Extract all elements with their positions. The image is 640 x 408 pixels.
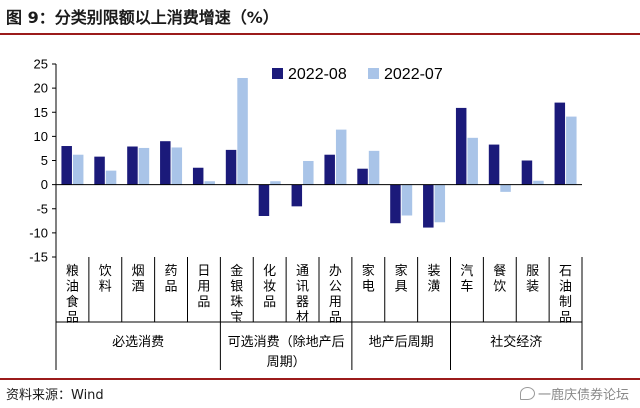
group-label-cont: 周期）: [267, 355, 306, 370]
bar-s2-14: [533, 180, 544, 185]
bar-s2-8: [335, 129, 347, 185]
bar-s1-11: [423, 184, 434, 228]
category-label: 饮料: [99, 264, 112, 295]
watermark-text: 一鹿庆债券论坛: [538, 388, 630, 403]
category-label: 家电: [362, 263, 375, 295]
bar-s2-5: [237, 77, 248, 185]
bar-s1-8: [324, 154, 335, 185]
category-label: 办公用品: [329, 264, 342, 326]
bar-s2-9: [368, 150, 380, 185]
bar-s1-10: [390, 184, 401, 224]
watermark: 一鹿庆债券论坛: [520, 384, 629, 403]
bar-s2-2: [138, 147, 150, 185]
bar-s2-10: [401, 184, 413, 216]
chat-bubble-icon: [520, 387, 535, 400]
category-label: 粮油食品: [66, 264, 79, 326]
category-label: 家具: [395, 263, 408, 295]
axes-layer: 25 20 15 10 5 0 -5 -10 -15: [29, 57, 583, 370]
bar-s1-3: [160, 141, 171, 185]
bar-s1-2: [127, 146, 138, 185]
bar-s1-0: [61, 146, 72, 185]
bar-s2-4: [204, 181, 215, 185]
footer-rule: [0, 378, 640, 380]
category-label: 石油制品: [559, 264, 572, 326]
y-tick-label: -5: [36, 201, 48, 216]
bar-s1-1: [94, 156, 105, 185]
group-label: 可选消费（除地产后: [228, 335, 345, 350]
category-label: 装潢: [428, 264, 441, 295]
legend-swatch-1: [272, 68, 283, 79]
y-tick-label: 15: [34, 105, 48, 120]
bar-s2-0: [72, 154, 84, 185]
chart-title: 图 9：分类别限额以上消费增速（%）: [6, 8, 279, 27]
bar-s1-13: [488, 144, 500, 185]
category-label: 餐饮: [493, 263, 506, 295]
bar-s2-6: [270, 181, 281, 185]
y-tick-label: 0: [41, 177, 48, 192]
y-tick-label: -15: [29, 250, 48, 265]
group-label: 必选消费: [112, 335, 164, 350]
category-label: 汽车: [460, 264, 473, 295]
y-tick-label: 20: [34, 81, 48, 96]
bar-s2-13: [500, 184, 511, 192]
category-label: 金银珠宝: [230, 263, 243, 326]
legend-label-2: 2022-07: [384, 66, 443, 83]
category-label: 药品: [165, 264, 178, 295]
bar-s2-15: [566, 116, 577, 185]
y-tick-label: 25: [34, 57, 48, 72]
bar-s1-6: [258, 184, 270, 216]
bar-s2-12: [467, 137, 478, 185]
y-tick-label: -10: [29, 225, 48, 240]
category-label: 通讯器材: [296, 264, 309, 326]
source-note: 资料来源：Wind: [6, 388, 104, 403]
legend-swatch-2: [368, 68, 379, 79]
legend: 2022-08 2022-07: [272, 66, 443, 83]
bar-s1-14: [521, 160, 533, 185]
y-tick-label: 10: [34, 129, 48, 144]
group-label: 社交经济: [490, 334, 542, 350]
category-label: 服装: [526, 264, 539, 295]
category-label: 烟酒: [132, 264, 145, 295]
bar-s1-5: [225, 149, 237, 185]
bars-layer: [61, 77, 577, 228]
bar-s1-9: [357, 168, 368, 185]
bar-s1-15: [554, 102, 566, 185]
category-label: 化妆品: [263, 264, 276, 310]
bar-s1-4: [192, 167, 204, 185]
bar-s1-7: [291, 184, 303, 207]
legend-label-1: 2022-08: [288, 66, 347, 83]
bar-s1-12: [455, 107, 467, 185]
group-label: 地产后周期: [369, 335, 434, 350]
category-label: 日用品: [197, 264, 210, 310]
bar-s2-3: [171, 147, 183, 185]
bar-s2-11: [434, 184, 446, 223]
bar-s2-7: [303, 160, 314, 185]
y-tick-label: 5: [41, 153, 48, 168]
bar-s2-1: [105, 170, 117, 185]
title-rule: [0, 33, 640, 35]
